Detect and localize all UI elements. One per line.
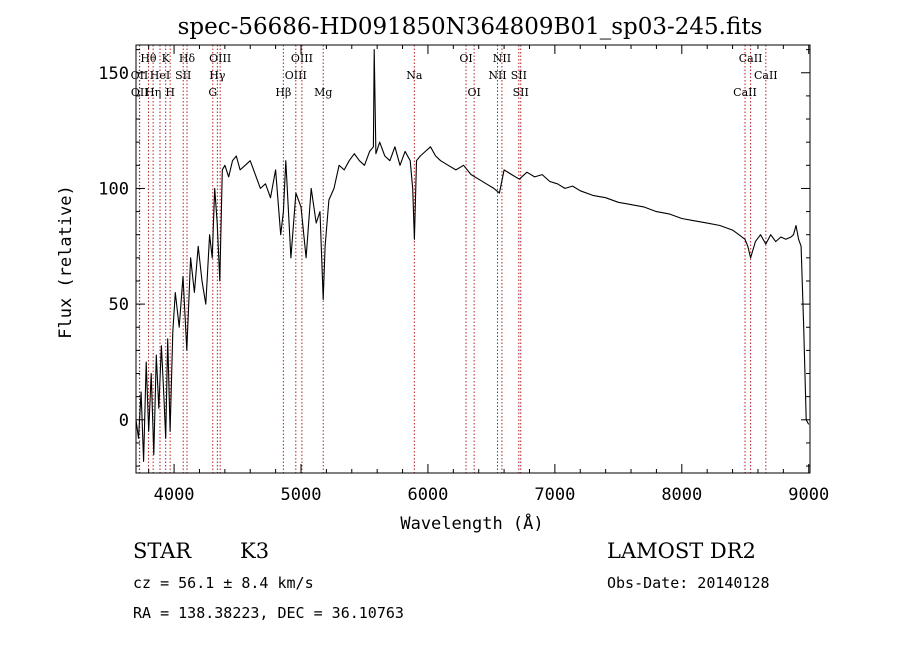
object-class: STAR [133,539,192,563]
y-tick-label: 50 [109,295,129,315]
line-label: Hη [145,86,161,99]
line-label: Hδ [179,52,196,65]
line-label: OII [131,86,149,99]
x-tick-label: 5000 [281,485,322,505]
line-label: OII [131,69,149,82]
line-label: Mg [314,86,332,99]
y-tick-label: 150 [98,64,129,84]
y-axis-label: Flux (relative) [56,185,76,339]
redshift-cz: cz = 56.1 ± 8.4 km/s [133,574,314,592]
x-tick-label: 8000 [661,485,702,505]
line-label: OIII [285,69,307,82]
line-label: CaII [754,69,778,82]
spectrum-series [135,49,810,462]
line-label: SII [175,69,191,82]
line-label: Hβ [275,86,291,99]
line-label: SII [511,69,527,82]
spectrum-line [135,49,810,462]
line-label: OI [459,52,472,65]
line-label: Na [406,69,423,82]
line-label: OIII [291,52,313,65]
line-label: SII [513,86,529,99]
line-label: NII [488,69,506,82]
y-tick-label: 100 [98,179,129,199]
line-label: CaII [739,52,763,65]
survey-name: LAMOST DR2 [607,539,756,563]
chart-title: spec-56686-HD091850N364809B01_sp03-245.f… [178,14,763,40]
plot-frame [135,44,811,474]
y-tick-label: 0 [119,411,129,431]
line-label: K [162,52,171,65]
line-label: CaII [733,86,757,99]
axis-ticks [136,45,810,473]
line-label: Hθ [140,52,157,65]
line-label: OI [467,86,480,99]
axis-tick-labels: 4000 5000 6000 7000 8000 9000 0 50 100 150 [98,64,829,505]
ra-dec: RA = 138.38223, DEC = 36.10763 [133,604,404,622]
x-tick-label: 7000 [534,485,575,505]
line-label: Hγ [209,69,226,82]
x-axis-label: Wavelength (Å) [400,512,543,534]
spectral-line-markers [138,45,767,473]
line-label: H [165,86,175,99]
x-tick-label: 6000 [407,485,448,505]
x-tick-label: 9000 [788,485,829,505]
line-label: OIII [209,52,231,65]
line-label: NII [493,52,511,65]
observation-date: Obs-Date: 20140128 [607,574,770,592]
x-tick-label: 4000 [154,485,195,505]
line-label: HeI [150,69,170,82]
object-subclass: K3 [240,539,270,563]
line-label: G [208,86,217,99]
